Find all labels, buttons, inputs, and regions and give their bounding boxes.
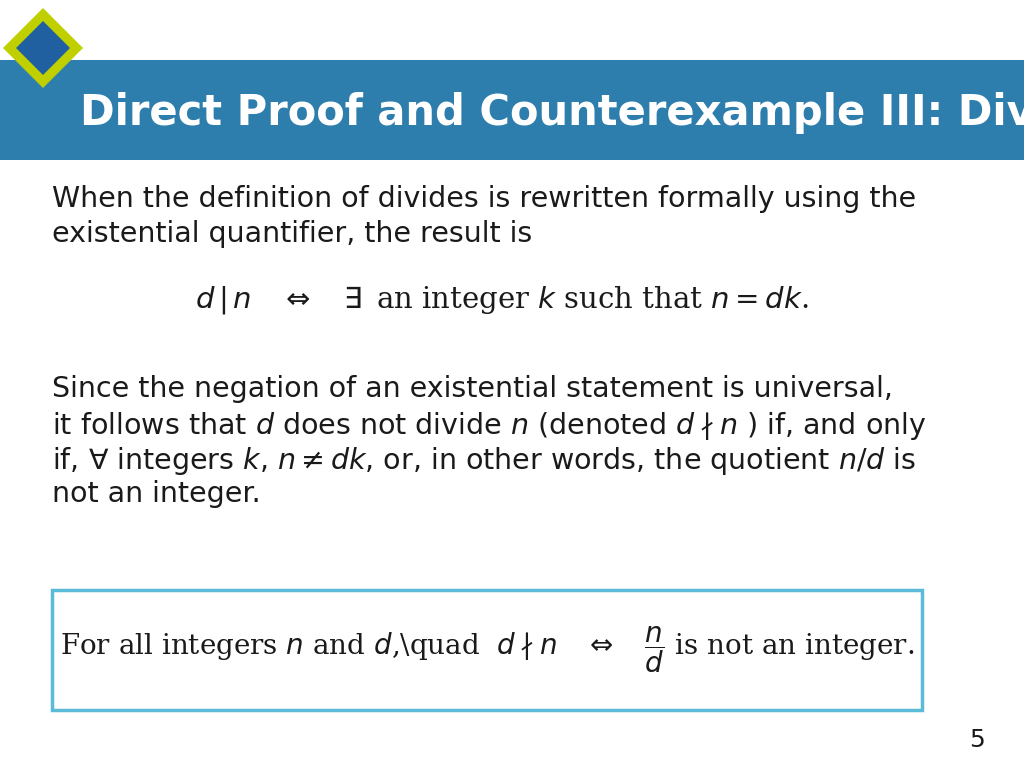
FancyBboxPatch shape	[52, 590, 922, 710]
Text: For all integers $n$ and $d$,\quad  $d\nmid n \quad\Leftrightarrow\quad \dfrac{n: For all integers $n$ and $d$,\quad $d\nm…	[59, 624, 914, 675]
FancyBboxPatch shape	[0, 60, 1024, 160]
Text: When the definition of divides is rewritten formally using the: When the definition of divides is rewrit…	[52, 185, 916, 213]
Text: Direct Proof and Counterexample III: Divisibility: Direct Proof and Counterexample III: Div…	[80, 92, 1024, 134]
Text: $d\,|\,n \quad \Leftrightarrow \quad \exists\,$ an integer $k$ such that $n = dk: $d\,|\,n \quad \Leftrightarrow \quad \ex…	[195, 284, 809, 316]
Text: not an integer.: not an integer.	[52, 480, 261, 508]
Text: it follows that $d$ does not divide $n$ (denoted $d\nmid n$ ) if, and only: it follows that $d$ does not divide $n$ …	[52, 410, 927, 442]
Polygon shape	[3, 8, 83, 88]
Text: Since the negation of an existential statement is universal,: Since the negation of an existential sta…	[52, 375, 893, 403]
Polygon shape	[16, 21, 70, 75]
Text: existential quantifier, the result is: existential quantifier, the result is	[52, 220, 532, 248]
Text: if, $\forall$ integers $k$, $n \neq dk$, or, in other words, the quotient $n/d$ : if, $\forall$ integers $k$, $n \neq dk$,…	[52, 445, 916, 477]
Text: 5: 5	[970, 728, 985, 752]
